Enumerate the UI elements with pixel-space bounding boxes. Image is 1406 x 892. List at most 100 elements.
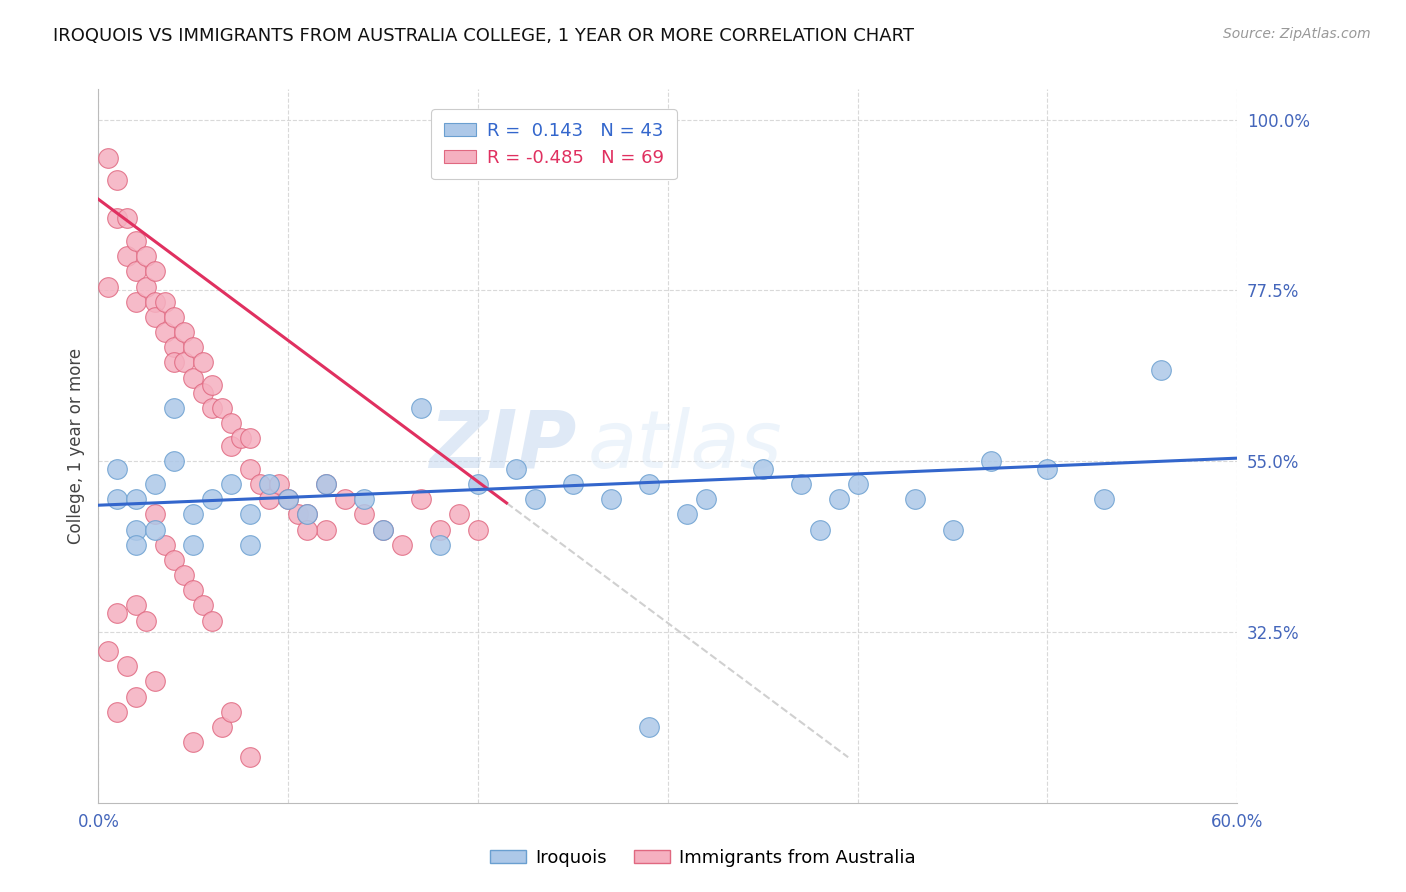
Point — [183, 538, 205, 552]
Point — [979, 454, 1001, 468]
Point — [107, 462, 129, 476]
Point — [221, 705, 243, 719]
Point — [315, 477, 337, 491]
Point — [125, 264, 148, 278]
Point — [145, 310, 167, 324]
Point — [163, 340, 186, 354]
Point — [600, 492, 623, 507]
Point — [638, 720, 661, 734]
Point — [297, 508, 319, 522]
Point — [239, 750, 262, 764]
Point — [297, 523, 319, 537]
Point — [163, 454, 186, 468]
Point — [411, 401, 433, 415]
Point — [229, 431, 252, 445]
Point — [467, 523, 489, 537]
Point — [201, 614, 224, 628]
Point — [638, 477, 661, 491]
Point — [676, 508, 699, 522]
Point — [315, 523, 337, 537]
Point — [315, 477, 337, 491]
Point — [335, 492, 357, 507]
Point — [239, 538, 262, 552]
Point — [107, 492, 129, 507]
Point — [153, 294, 176, 309]
Point — [153, 325, 176, 339]
Point — [163, 553, 186, 567]
Legend: Iroquois, Immigrants from Australia: Iroquois, Immigrants from Australia — [484, 842, 922, 874]
Point — [297, 508, 319, 522]
Legend: R =  0.143   N = 43, R = -0.485   N = 69: R = 0.143 N = 43, R = -0.485 N = 69 — [432, 109, 676, 179]
Y-axis label: College, 1 year or more: College, 1 year or more — [66, 348, 84, 544]
Point — [183, 583, 205, 598]
Point — [173, 568, 195, 582]
Point — [562, 477, 585, 491]
Point — [752, 462, 775, 476]
Point — [153, 538, 176, 552]
Point — [353, 508, 375, 522]
Point — [163, 310, 186, 324]
Point — [942, 523, 965, 537]
Point — [145, 508, 167, 522]
Point — [429, 523, 451, 537]
Point — [221, 477, 243, 491]
Point — [183, 370, 205, 384]
Point — [191, 355, 214, 369]
Point — [183, 340, 205, 354]
Point — [249, 477, 271, 491]
Point — [808, 523, 831, 537]
Text: atlas: atlas — [588, 407, 783, 485]
Point — [267, 477, 290, 491]
Point — [107, 211, 129, 226]
Point — [125, 538, 148, 552]
Point — [287, 508, 309, 522]
Point — [239, 462, 262, 476]
Point — [125, 234, 148, 248]
Point — [259, 492, 281, 507]
Point — [259, 477, 281, 491]
Point — [145, 294, 167, 309]
Point — [211, 401, 233, 415]
Point — [115, 659, 138, 673]
Point — [173, 325, 195, 339]
Point — [97, 151, 120, 165]
Point — [524, 492, 547, 507]
Text: IROQUOIS VS IMMIGRANTS FROM AUSTRALIA COLLEGE, 1 YEAR OR MORE CORRELATION CHART: IROQUOIS VS IMMIGRANTS FROM AUSTRALIA CO… — [53, 27, 914, 45]
Point — [135, 249, 157, 263]
Point — [97, 644, 120, 658]
Point — [125, 523, 148, 537]
Point — [115, 249, 138, 263]
Point — [505, 462, 527, 476]
Point — [239, 508, 262, 522]
Point — [201, 492, 224, 507]
Point — [173, 355, 195, 369]
Point — [1094, 492, 1116, 507]
Point — [191, 385, 214, 400]
Text: ZIP: ZIP — [429, 407, 576, 485]
Point — [107, 705, 129, 719]
Point — [125, 294, 148, 309]
Point — [183, 735, 205, 749]
Point — [429, 538, 451, 552]
Point — [145, 523, 167, 537]
Point — [353, 492, 375, 507]
Point — [163, 401, 186, 415]
Point — [125, 599, 148, 613]
Point — [695, 492, 717, 507]
Point — [277, 492, 299, 507]
Point — [135, 279, 157, 293]
Point — [97, 279, 120, 293]
Point — [145, 264, 167, 278]
Point — [201, 401, 224, 415]
Text: Source: ZipAtlas.com: Source: ZipAtlas.com — [1223, 27, 1371, 41]
Point — [125, 492, 148, 507]
Point — [115, 211, 138, 226]
Point — [391, 538, 413, 552]
Point — [183, 508, 205, 522]
Point — [371, 523, 394, 537]
Point — [846, 477, 869, 491]
Point — [904, 492, 927, 507]
Point — [371, 523, 394, 537]
Point — [221, 416, 243, 430]
Point — [1036, 462, 1059, 476]
